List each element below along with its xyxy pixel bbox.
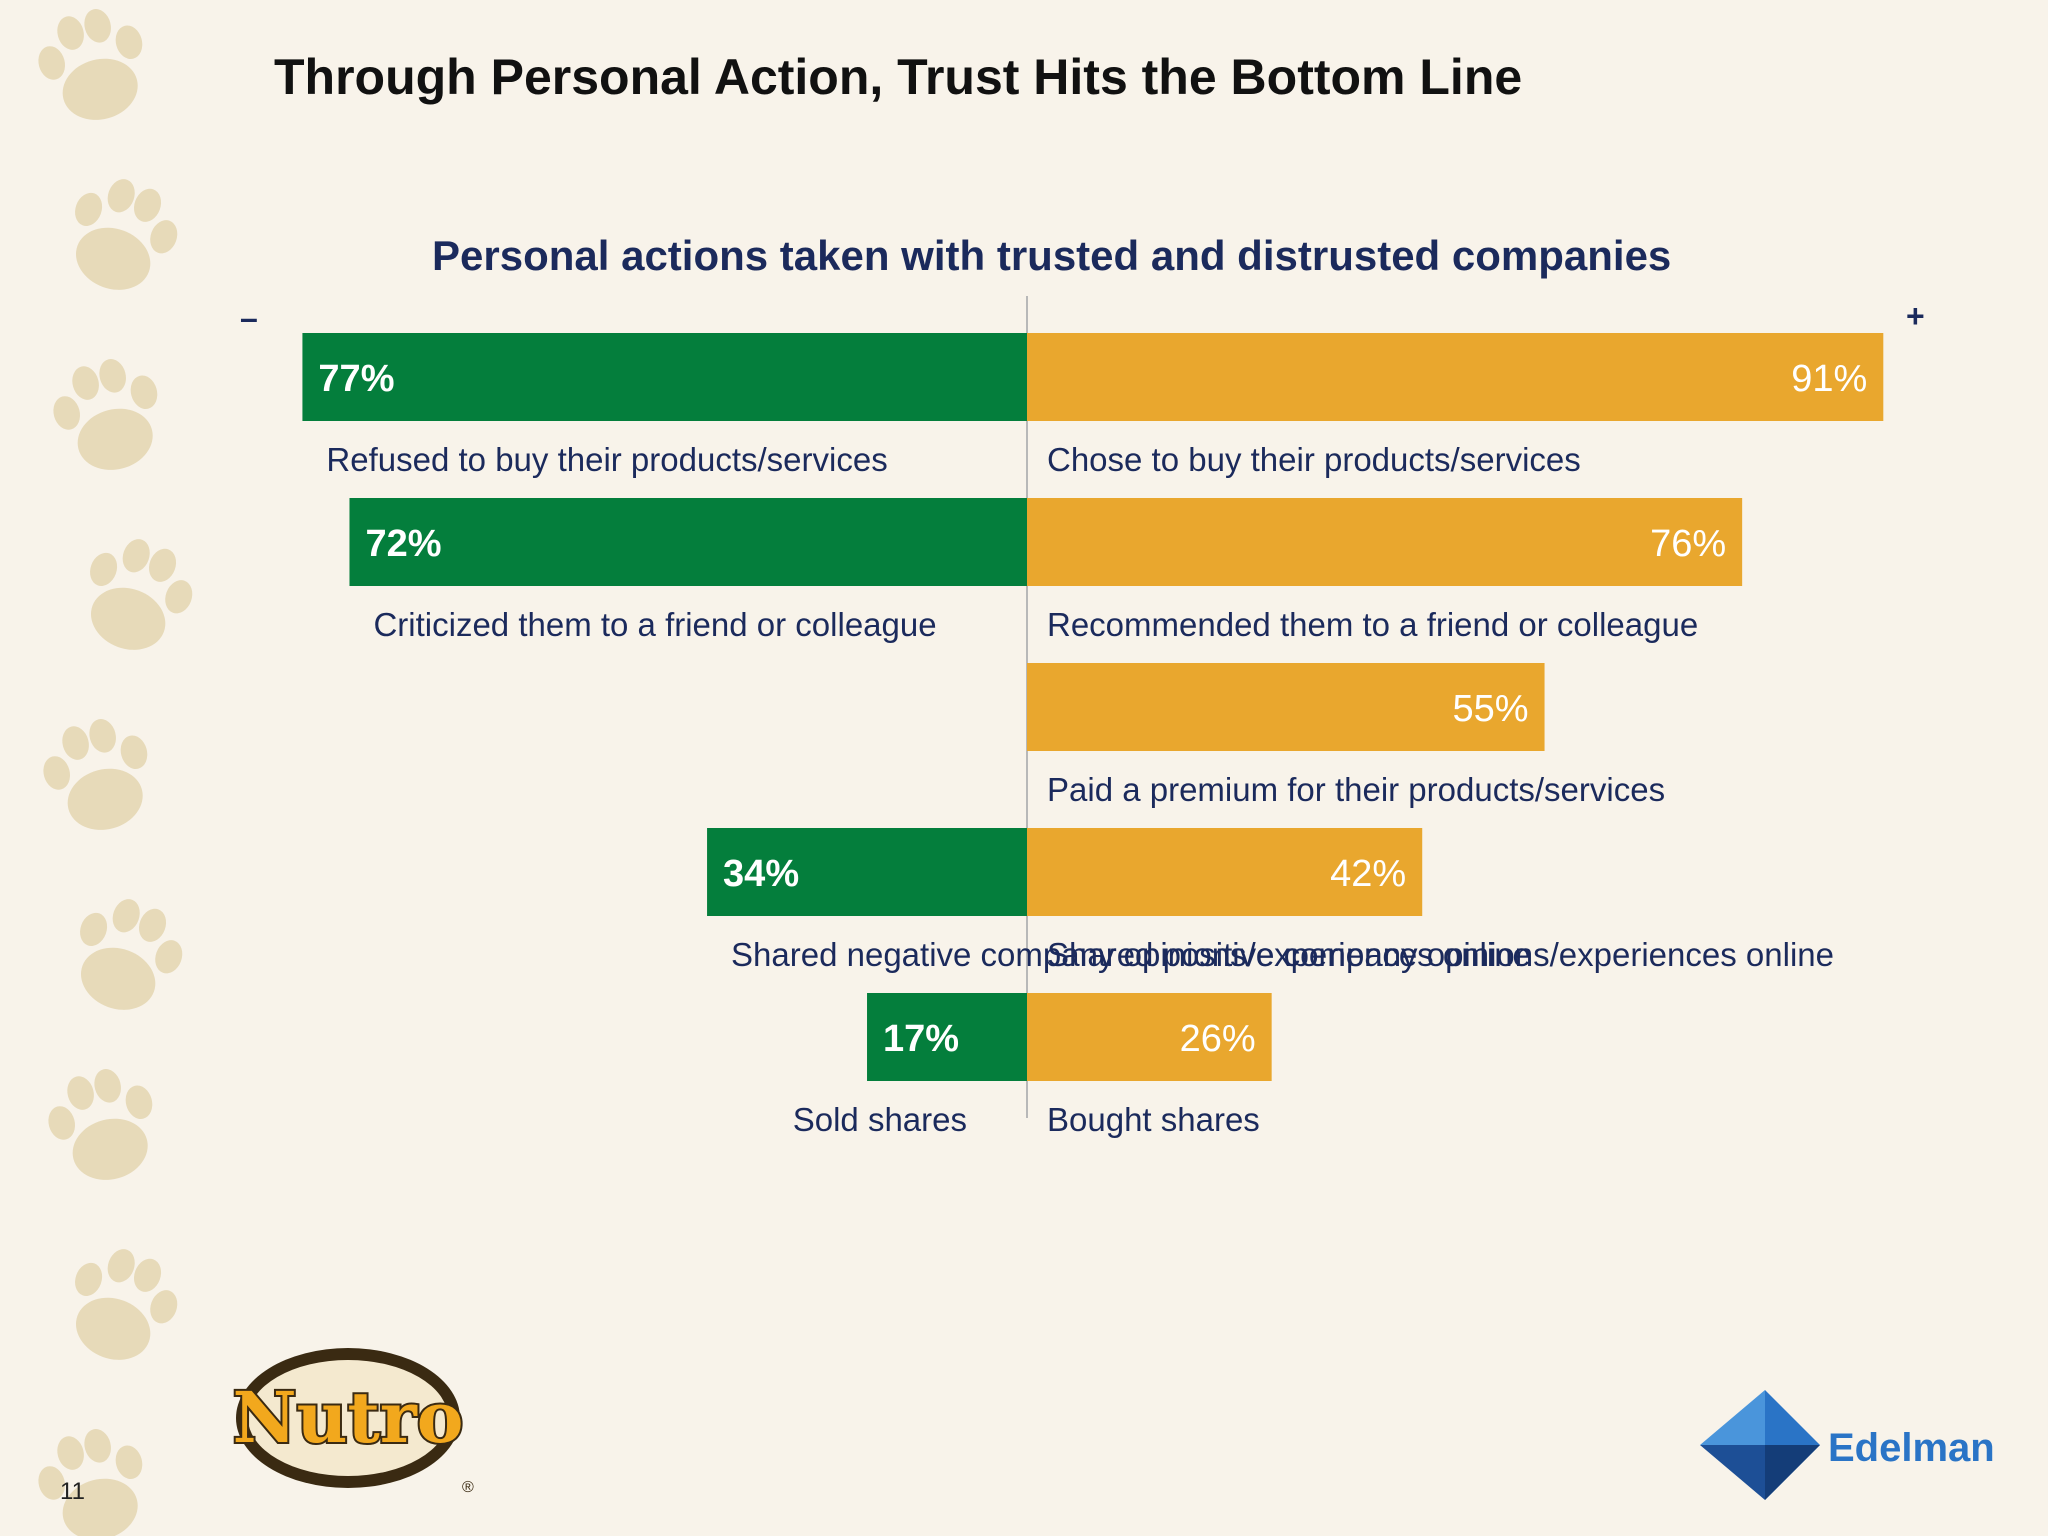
negative-category-label: Criticized them to a friend or colleague [373, 606, 936, 643]
positive-sign: + [1906, 298, 1925, 334]
positive-bar [1027, 333, 1884, 421]
negative-category-label: Shared negative company opinions/experie… [731, 936, 1531, 973]
positive-category-label: Paid a premium for their products/servic… [1047, 771, 1665, 808]
paw-print [43, 719, 148, 830]
negative-value-label: 34% [723, 853, 799, 895]
slide-title: Through Personal Action, Trust Hits the … [274, 49, 1523, 105]
paw-print [53, 359, 158, 470]
positive-bar [1027, 663, 1545, 751]
positive-category-label: Chose to buy their products/services [1047, 441, 1581, 478]
negative-bar [867, 993, 1027, 1081]
edelman-logo: Edelman [1700, 1390, 1995, 1500]
negative-bar [302, 333, 1027, 421]
positive-value-label: 42% [1330, 853, 1406, 895]
svg-text:Edelman: Edelman [1828, 1426, 1995, 1470]
nutro-logo: Nutro ® [231, 1348, 474, 1496]
positive-bar [1027, 828, 1423, 916]
paw-print [48, 1069, 153, 1180]
paw-print [38, 9, 143, 120]
positive-value-label: 55% [1452, 688, 1528, 730]
negative-bar [349, 498, 1028, 586]
svg-text:®: ® [462, 1479, 474, 1496]
negative-sign: – [240, 300, 258, 336]
paw-print [38, 1429, 143, 1536]
svg-text:Nutro: Nutro [233, 1376, 464, 1459]
negative-value-label: 77% [318, 358, 394, 400]
negative-value-label: 17% [883, 1018, 959, 1060]
positive-category-label: Bought shares [1047, 1101, 1260, 1138]
negative-bar [707, 828, 1027, 916]
positive-category-label: Shared positive company opinions/experie… [1047, 936, 1834, 973]
paw-print [90, 539, 193, 650]
negative-category-label: Sold shares [793, 1101, 967, 1138]
positive-value-label: 26% [1180, 1018, 1256, 1060]
positive-value-label: 76% [1650, 523, 1726, 565]
negative-category-label: Refused to buy their products/services [326, 441, 887, 478]
page-number: 11 [60, 1478, 85, 1505]
positive-value-label: 91% [1791, 358, 1867, 400]
negative-value-label: 72% [365, 523, 441, 565]
paw-print [80, 899, 183, 1010]
chart-title: Personal actions taken with trusted and … [432, 232, 1672, 279]
positive-bar [1027, 993, 1272, 1081]
paw-print [75, 1249, 178, 1360]
paw-print-background [38, 9, 193, 1536]
positive-category-label: Recommended them to a friend or colleagu… [1047, 606, 1698, 643]
paw-print [75, 179, 178, 290]
positive-bar [1027, 498, 1743, 586]
